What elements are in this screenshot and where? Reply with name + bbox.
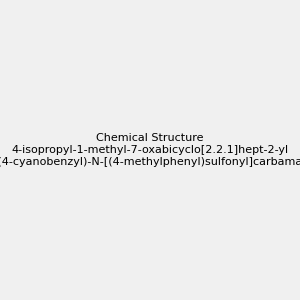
Text: Chemical Structure
4-isopropyl-1-methyl-7-oxabicyclo[2.2.1]hept-2-yl
N-(4-cyanob: Chemical Structure 4-isopropyl-1-methyl-… [0, 134, 300, 166]
